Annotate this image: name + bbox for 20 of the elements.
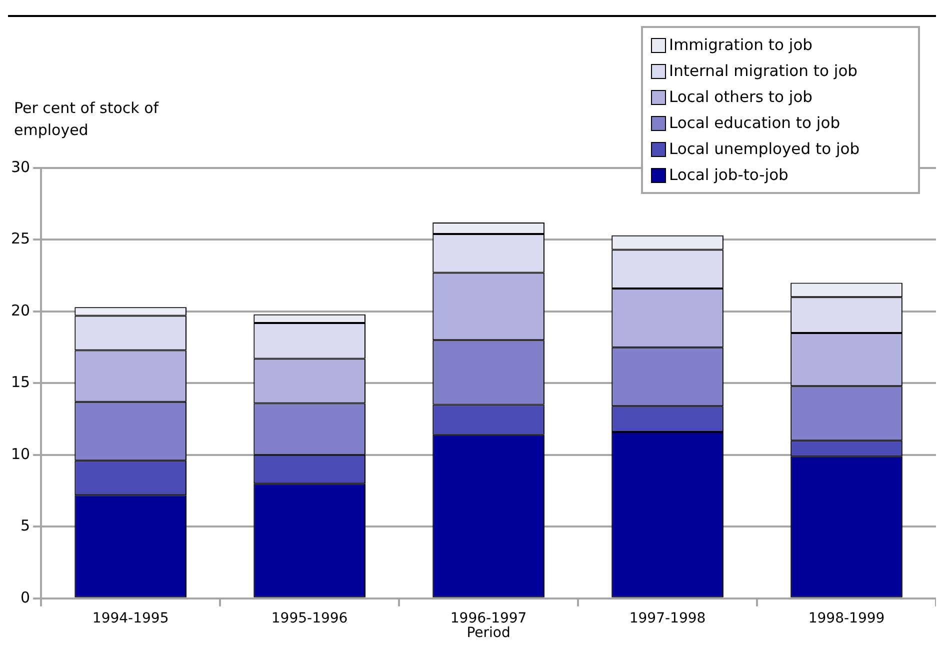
legend-label: Internal migration to job [669,62,858,80]
legend-label: Local others to job [669,88,813,106]
y-tick-label: 0 [20,588,30,606]
y-tick-label: 10 [10,444,30,463]
x-tick-label: 1995-1996 [271,610,348,626]
y-tick-label: 20 [10,301,30,320]
y-tick-label: 15 [10,373,30,392]
x-tick-label: 1996-1997 [450,610,527,626]
legend-label: Local unemployed to job [669,140,860,158]
legend-label: Immigration to job [669,36,813,54]
legend-label: Local job-to-job [669,166,788,184]
legend-label: Local education to job [669,114,840,132]
x-tick-label: 1994-1995 [92,610,169,626]
y-tick-label: 25 [10,230,30,248]
x-tick-label: 1998-1999 [808,610,885,626]
x-axis-title: Period [466,625,510,642]
x-tick-label: 1997-1998 [629,610,706,626]
y-tick-label: 5 [20,516,30,535]
y-tick-label: 30 [10,158,30,176]
y-axis-title: Per cent of stock of employed [14,98,160,141]
